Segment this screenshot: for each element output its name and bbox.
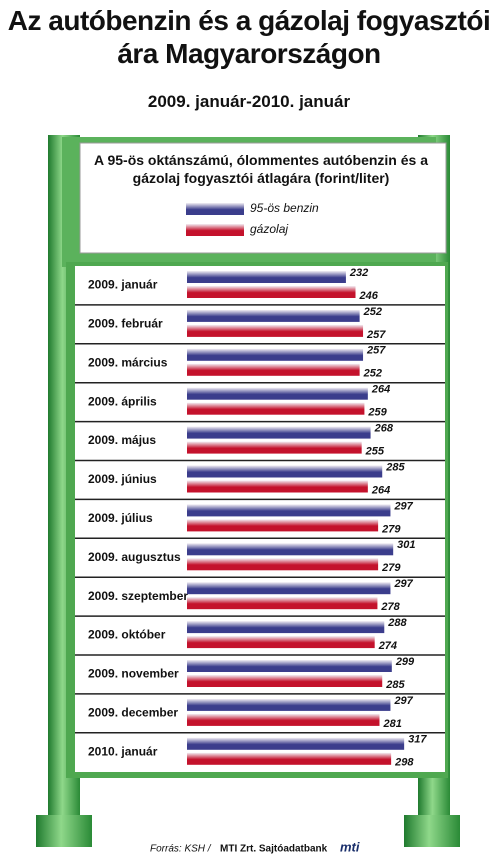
bar [187, 480, 368, 493]
bar [187, 426, 371, 439]
bar [187, 348, 364, 361]
bar [187, 271, 346, 283]
category-label: 2009. február [88, 317, 163, 331]
category-label: 2009. október [88, 628, 166, 642]
legend-swatch [186, 224, 244, 236]
value-label: 297 [393, 695, 413, 707]
legend-label: 95-ös benzin [250, 201, 319, 215]
value-label: 299 [395, 656, 415, 668]
bar [187, 286, 356, 298]
bar [187, 752, 392, 765]
category-label: 2009. április [88, 394, 157, 408]
value-label: 232 [349, 267, 368, 279]
value-label: 268 [374, 423, 394, 435]
logo: mti [340, 839, 360, 854]
value-label: 285 [385, 461, 405, 473]
bar [187, 660, 392, 672]
bar [187, 621, 385, 634]
value-label: 264 [371, 484, 390, 496]
bar [187, 504, 391, 517]
bar [187, 519, 379, 532]
legend-box [79, 142, 447, 254]
legend-label: gázolaj [250, 222, 288, 236]
bar [187, 465, 383, 478]
bar [187, 363, 360, 376]
bar [187, 324, 364, 337]
value-label: 246 [359, 290, 379, 302]
value-label: 252 [363, 368, 382, 380]
bar [187, 698, 391, 711]
right-base [404, 815, 460, 847]
value-label: 301 [397, 539, 415, 551]
value-label: 274 [378, 640, 397, 652]
value-label: 264 [371, 384, 390, 396]
category-label: 2009. november [88, 667, 179, 681]
bar [187, 387, 368, 400]
value-label: 257 [366, 345, 386, 357]
bar [187, 675, 383, 687]
source-prefix: Forrás: KSH / [150, 844, 212, 855]
category-label: 2010. január [88, 744, 158, 758]
value-label: 285 [385, 679, 405, 691]
value-label: 297 [393, 578, 413, 590]
bar [187, 597, 378, 610]
bar [187, 309, 360, 322]
value-label: 257 [366, 329, 386, 341]
value-label: 252 [363, 306, 382, 318]
bar [187, 713, 380, 726]
value-label: 259 [367, 407, 387, 419]
subtitle: 2009. január-2010. január [147, 92, 351, 111]
category-label: 2009. március [88, 355, 168, 369]
bar [187, 636, 375, 649]
value-label: 317 [408, 734, 427, 746]
value-label: 279 [381, 523, 401, 535]
bar [187, 582, 391, 595]
value-label: 281 [382, 718, 401, 730]
chart-title: A 95-ös oktánszámú, ólommentes autóbenzi… [93, 152, 428, 186]
category-label: 2009. augusztus [88, 550, 181, 564]
category-label: 2009. szeptember [88, 589, 188, 603]
bar [187, 543, 394, 556]
category-label: 2009. július [88, 511, 153, 525]
value-label: 255 [365, 446, 385, 458]
bar [187, 441, 362, 454]
bar [187, 737, 405, 750]
value-label: 288 [387, 617, 407, 629]
category-label: 2009. június [88, 472, 157, 486]
category-label: 2009. december [88, 706, 178, 720]
value-label: 297 [393, 500, 413, 512]
bar [187, 402, 365, 415]
bar [187, 558, 379, 571]
value-label: 298 [394, 757, 414, 769]
category-label: 2009. január [88, 278, 158, 292]
category-label: 2009. május [88, 433, 156, 447]
value-label: 278 [380, 601, 400, 613]
title: Az autóbenzin és a gázolaj fogyasztói ár… [7, 5, 491, 69]
left-base [36, 815, 92, 847]
legend-swatch [186, 203, 244, 215]
value-label: 279 [381, 562, 401, 574]
source-agency: MTI Zrt. Sajtóadatbank [220, 844, 328, 855]
